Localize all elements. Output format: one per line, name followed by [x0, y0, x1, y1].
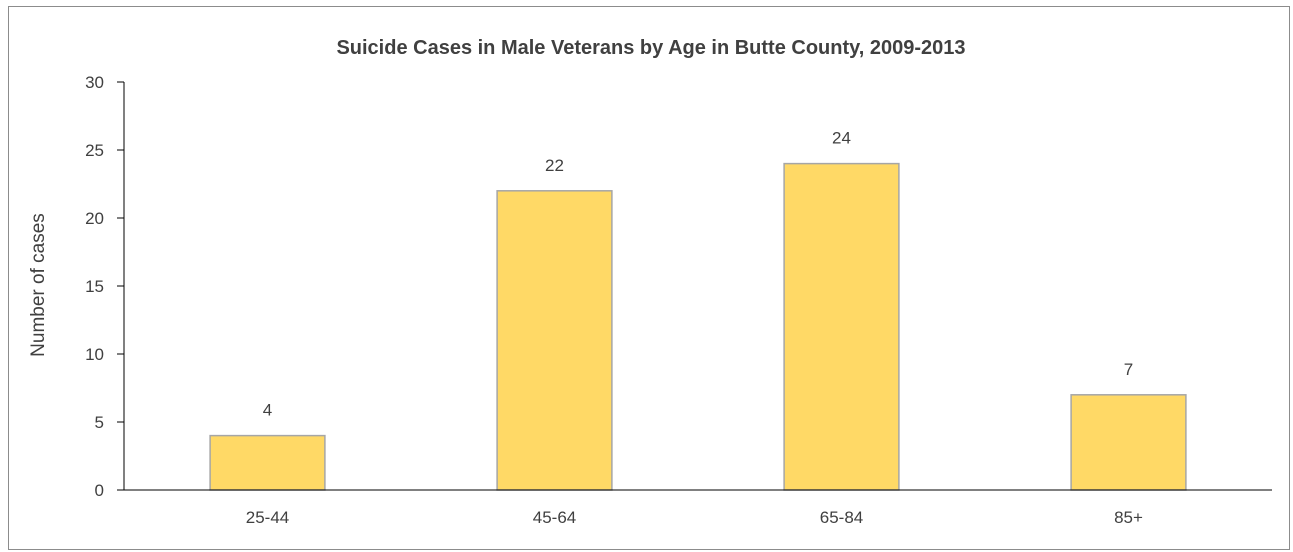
y-tick-label: 25 — [85, 141, 104, 160]
y-tick-label: 30 — [85, 73, 104, 92]
bar-45-64 — [496, 190, 613, 491]
axes — [123, 82, 1272, 491]
bar-65-84 — [783, 162, 900, 491]
bar-85+ — [1070, 394, 1187, 491]
x-tick-label: 25-44 — [246, 508, 289, 527]
data-label: 4 — [263, 401, 272, 420]
data-labels: 4 22 24 7 — [263, 129, 1133, 420]
x-tick-label: 65-84 — [820, 508, 863, 527]
y-tick-label: 15 — [85, 277, 104, 296]
bar-25-44 — [209, 434, 326, 491]
y-tick-label: 20 — [85, 209, 104, 228]
y-axis-ticks: 0 5 10 15 20 25 30 — [85, 73, 124, 500]
x-tick-label: 45-64 — [533, 508, 576, 527]
chart-title: Suicide Cases in Male Veterans by Age in… — [336, 37, 965, 59]
y-tick-label: 5 — [95, 413, 104, 432]
y-tick-label: 10 — [85, 345, 104, 364]
x-tick-label: 85+ — [1114, 508, 1143, 527]
bars — [209, 162, 1187, 491]
x-axis-tick-labels: 25-44 45-64 65-84 85+ — [246, 508, 1143, 527]
y-tick-label: 0 — [95, 481, 104, 500]
y-axis-title: Number of cases — [28, 213, 49, 357]
data-label: 7 — [1124, 360, 1133, 379]
data-label: 24 — [832, 129, 851, 148]
data-label: 22 — [545, 156, 564, 175]
